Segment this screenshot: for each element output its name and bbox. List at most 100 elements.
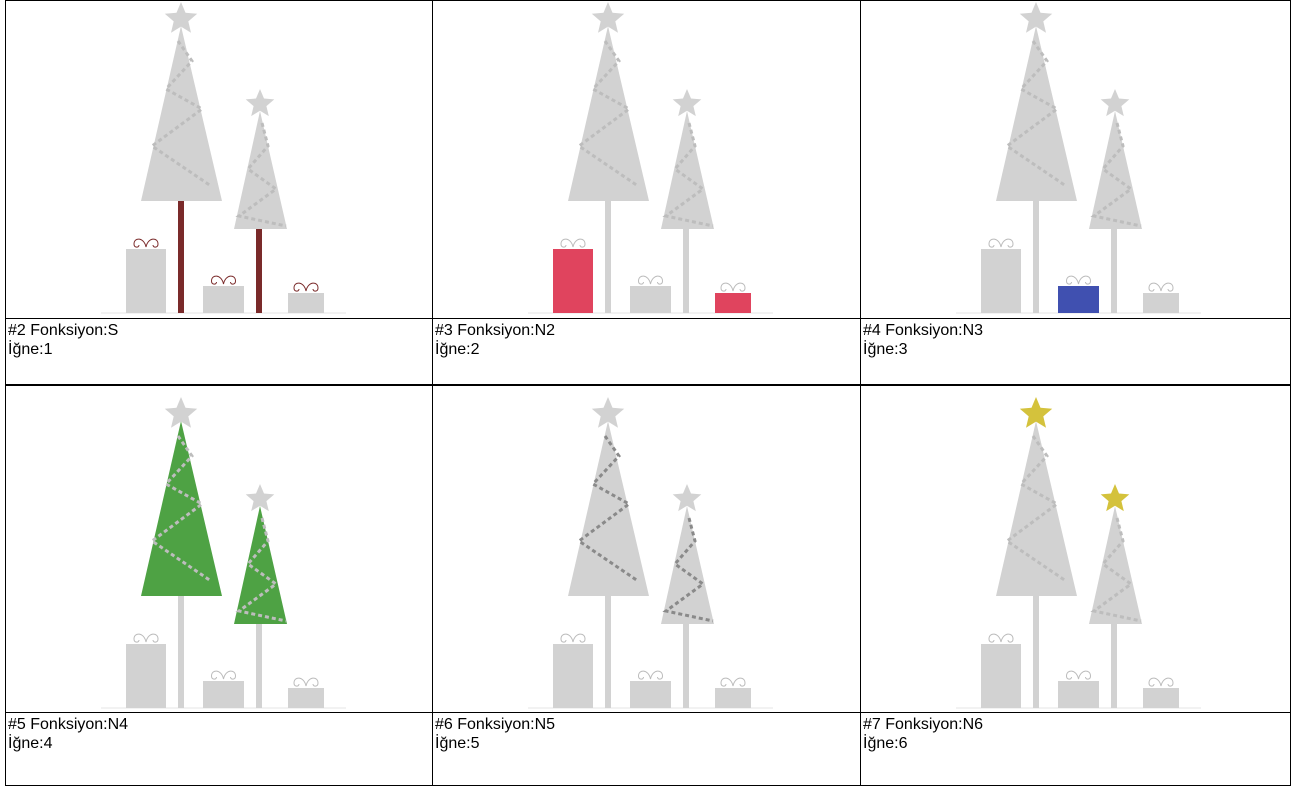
star <box>672 89 702 117</box>
trunk <box>178 596 184 708</box>
gift-bow <box>637 275 664 285</box>
embroidery-image <box>956 397 1201 709</box>
garland <box>235 517 287 623</box>
design-preview <box>860 385 1291 713</box>
gift-box <box>553 644 593 708</box>
trunk <box>256 227 262 313</box>
gift-bow <box>637 670 664 680</box>
tree <box>996 26 1077 201</box>
gift-bow <box>210 670 237 680</box>
needle-label: İğne:5 <box>435 735 480 752</box>
embroidery-image <box>101 2 346 314</box>
gift-box <box>553 249 593 313</box>
tree <box>661 506 714 624</box>
gift-bow <box>720 282 746 292</box>
design-preview <box>5 385 433 713</box>
trunk <box>1111 227 1117 313</box>
garland <box>1090 517 1142 623</box>
gift-bow <box>988 633 1014 643</box>
design-preview <box>5 0 433 319</box>
gift-box <box>715 293 751 313</box>
tree <box>1089 506 1142 624</box>
gift-bow <box>1148 282 1174 292</box>
embroidery-image <box>528 397 773 709</box>
tree <box>141 26 222 201</box>
garland <box>1004 40 1067 188</box>
tree <box>568 26 649 201</box>
gift-box <box>1143 688 1179 708</box>
garland <box>662 122 714 228</box>
gift-box <box>1143 293 1179 313</box>
trunk <box>605 201 611 313</box>
gift-bow <box>720 677 746 687</box>
gift-box <box>630 286 671 313</box>
function-label: #4 Fonksiyon:N3 <box>863 322 984 339</box>
embroidery-image <box>528 2 773 314</box>
caption: #7 Fonksiyon:N6 İğne:6 <box>860 712 1291 786</box>
gift-bow <box>133 633 159 643</box>
star <box>1100 89 1130 117</box>
garland <box>149 435 212 583</box>
gift-box <box>203 286 244 313</box>
garland <box>576 435 639 583</box>
caption: #4 Fonksiyon:N3 İğne:3 <box>860 318 1291 385</box>
gift-bow <box>133 238 159 248</box>
design-preview <box>432 0 861 319</box>
star <box>245 89 275 117</box>
function-label: #6 Fonksiyon:N5 <box>435 716 556 733</box>
gift-box <box>288 293 324 313</box>
needle-label: İğne:2 <box>435 341 480 358</box>
trunk <box>683 622 689 708</box>
gift-box <box>630 681 671 708</box>
gift-bow <box>988 238 1014 248</box>
needle-label: İğne:3 <box>863 341 908 358</box>
gift-box <box>981 644 1021 708</box>
tree <box>568 421 649 596</box>
gift-bow <box>1065 275 1092 285</box>
gift-bow <box>293 677 319 687</box>
garland <box>1004 435 1067 583</box>
gift-box <box>715 688 751 708</box>
function-label: #7 Fonksiyon:N6 <box>863 716 984 733</box>
star <box>1019 2 1053 33</box>
gift-bow <box>210 275 237 285</box>
star <box>1019 397 1053 428</box>
gift-box <box>981 249 1021 313</box>
trunk <box>1111 622 1117 708</box>
gift-box <box>288 688 324 708</box>
embroidery-image <box>101 397 346 709</box>
function-label: #3 Fonksiyon:N2 <box>435 322 556 339</box>
star <box>245 484 275 512</box>
gift-bow <box>1065 670 1092 680</box>
tree <box>141 421 222 596</box>
garland <box>1090 122 1142 228</box>
trunk <box>178 201 184 313</box>
star <box>164 2 198 33</box>
caption: #6 Fonksiyon:N5 İğne:5 <box>432 712 861 786</box>
star <box>1100 484 1130 512</box>
tree <box>1089 111 1142 229</box>
gift-bow <box>560 238 586 248</box>
gift-box <box>1058 681 1099 708</box>
gift-box <box>126 644 166 708</box>
tree <box>234 506 287 624</box>
garland <box>662 517 714 623</box>
needle-label: İğne:6 <box>863 735 908 752</box>
tree <box>996 421 1077 596</box>
tree <box>234 111 287 229</box>
tree <box>661 111 714 229</box>
gift-box <box>203 681 244 708</box>
caption: #2 Fonksiyon:S İğne:1 <box>5 318 433 385</box>
trunk <box>1033 201 1039 313</box>
trunk <box>605 596 611 708</box>
trunk <box>256 622 262 708</box>
function-label: #5 Fonksiyon:N4 <box>8 716 129 733</box>
garland <box>576 40 639 188</box>
needle-label: İğne:4 <box>8 735 53 752</box>
star <box>591 397 625 428</box>
trunk <box>683 227 689 313</box>
trunk <box>1033 596 1039 708</box>
star <box>672 484 702 512</box>
caption: #5 Fonksiyon:N4 İğne:4 <box>5 712 433 786</box>
